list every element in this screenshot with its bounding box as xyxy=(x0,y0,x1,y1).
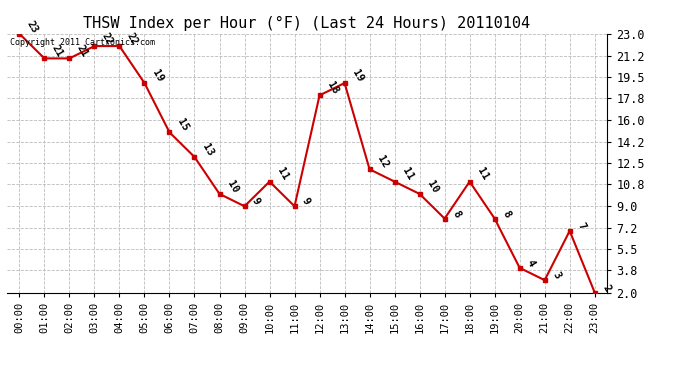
Text: 7: 7 xyxy=(575,221,587,231)
Text: 12: 12 xyxy=(375,154,390,170)
Text: 19: 19 xyxy=(150,68,165,84)
Text: 9: 9 xyxy=(300,196,312,207)
Title: THSW Index per Hour (°F) (Last 24 Hours) 20110104: THSW Index per Hour (°F) (Last 24 Hours)… xyxy=(83,16,531,31)
Text: 9: 9 xyxy=(250,196,262,207)
Text: 22: 22 xyxy=(100,31,115,46)
Text: 18: 18 xyxy=(325,80,340,96)
Text: 3: 3 xyxy=(550,270,562,281)
Text: 10: 10 xyxy=(425,179,440,195)
Text: 10: 10 xyxy=(225,179,240,195)
Text: 8: 8 xyxy=(450,209,462,219)
Text: 11: 11 xyxy=(475,166,490,182)
Text: 4: 4 xyxy=(525,258,537,268)
Text: 2: 2 xyxy=(600,283,612,293)
Text: Copyright 2011 Cartronics.com: Copyright 2011 Cartronics.com xyxy=(10,38,155,46)
Text: 21: 21 xyxy=(50,43,65,59)
Text: 11: 11 xyxy=(400,166,415,182)
Text: 13: 13 xyxy=(200,142,215,158)
Text: 19: 19 xyxy=(350,68,365,84)
Text: 21: 21 xyxy=(75,43,90,59)
Text: 8: 8 xyxy=(500,209,512,219)
Text: 22: 22 xyxy=(125,31,140,46)
Text: 15: 15 xyxy=(175,117,190,133)
Text: 23: 23 xyxy=(25,18,40,34)
Text: 11: 11 xyxy=(275,166,290,182)
